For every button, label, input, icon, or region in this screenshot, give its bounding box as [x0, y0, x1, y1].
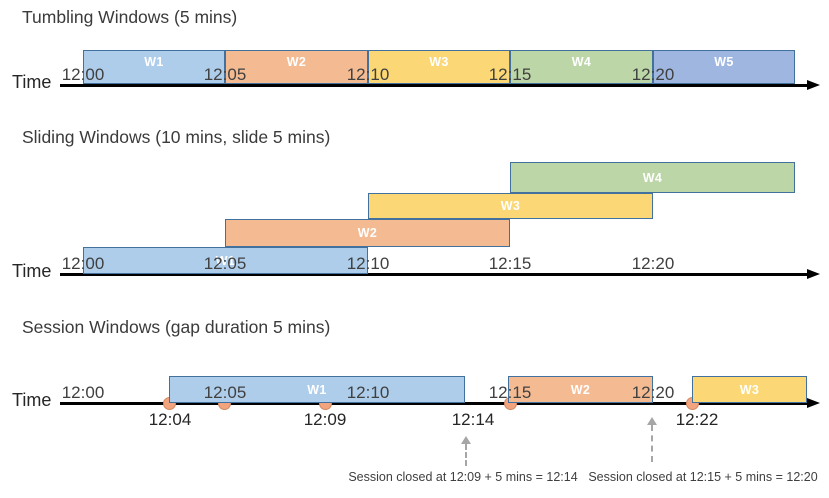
session-close-arrow-head [461, 436, 471, 444]
window-box-w3: W3 [368, 193, 653, 219]
window-box-w2: W2 [225, 50, 368, 84]
event-time-label: 12:22 [675, 410, 719, 429]
window-box-w4: W4 [510, 162, 795, 193]
window-label: W2 [286, 55, 307, 69]
session-close-arrow-head [647, 417, 657, 425]
time-axis-label: Time [12, 261, 52, 281]
axis-tick-label: 12:00 [61, 383, 105, 402]
event-dot [503, 397, 517, 410]
window-box-w4: W4 [510, 50, 653, 84]
section-title-tumbling: Tumbling Windows (5 mins) [22, 7, 238, 27]
window-label: W4 [642, 170, 663, 185]
window-box-w3: W3 [368, 50, 510, 84]
window-box-w5: W5 [653, 50, 795, 84]
window-label: W3 [739, 382, 760, 397]
time-axis-line [60, 84, 807, 87]
event-dot [685, 397, 699, 410]
window-label: W1 [215, 253, 236, 268]
window-box-w2: W2 [508, 376, 653, 403]
event-dot [318, 397, 332, 410]
section-title-sliding: Sliding Windows (10 mins, slide 5 mins) [22, 127, 331, 147]
time-axis-arrowhead [807, 269, 820, 279]
window-box-w1: W1 [83, 247, 368, 274]
axis-tick-label: 12:20 [631, 383, 675, 402]
axis-tick-label: 12:05 [203, 383, 247, 402]
axis-tick-label: 12:20 [631, 254, 675, 273]
axis-tick-label: 12:20 [631, 65, 675, 84]
event-time-label: 12:04 [148, 410, 192, 429]
axis-tick-label: 12:10 [346, 383, 390, 402]
time-axis-line [60, 402, 807, 405]
window-label: W3 [429, 55, 449, 69]
session-close-note: Session closed at 12:15 + 5 mins = 12:20 [588, 470, 818, 484]
axis-tick-label: 12:15 [488, 65, 532, 84]
window-label: W2 [357, 226, 378, 240]
time-axis-line [60, 273, 807, 276]
event-time-label: 12:14 [451, 410, 495, 429]
axis-tick-label: 12:00 [61, 254, 105, 273]
session-close-arrow-line [651, 425, 653, 462]
session-close-note: Session closed at 12:09 + 5 mins = 12:14 [348, 470, 578, 484]
time-axis-arrowhead [807, 80, 820, 90]
time-axis-label: Time [12, 390, 52, 410]
time-axis-label: Time [12, 72, 52, 92]
axis-tick-label: 12:00 [61, 65, 105, 84]
axis-tick-label: 12:10 [346, 254, 390, 273]
section-title-session: Session Windows (gap duration 5 mins) [22, 317, 331, 337]
event-dot [162, 397, 176, 410]
window-label: W3 [500, 199, 521, 213]
window-box-w1: W1 [83, 50, 225, 84]
window-box-w1: W1 [169, 376, 465, 403]
event-dot [217, 397, 231, 410]
window-label: W5 [714, 55, 734, 69]
event-time-label: 12:09 [303, 410, 347, 429]
time-axis-arrowhead [807, 398, 820, 408]
window-label: W1 [307, 382, 327, 397]
window-box-w3: W3 [692, 376, 807, 403]
axis-tick-label: 12:05 [203, 254, 247, 273]
session-close-arrow-line [465, 444, 467, 466]
axis-tick-label: 12:05 [203, 65, 247, 84]
window-label: W2 [570, 382, 591, 397]
window-box-w2: W2 [225, 219, 510, 247]
axis-tick-label: 12:15 [488, 254, 532, 273]
window-label: W1 [144, 55, 164, 69]
axis-tick-label: 12:15 [488, 383, 532, 402]
axis-tick-label: 12:10 [346, 65, 390, 84]
window-label: W4 [571, 55, 592, 69]
